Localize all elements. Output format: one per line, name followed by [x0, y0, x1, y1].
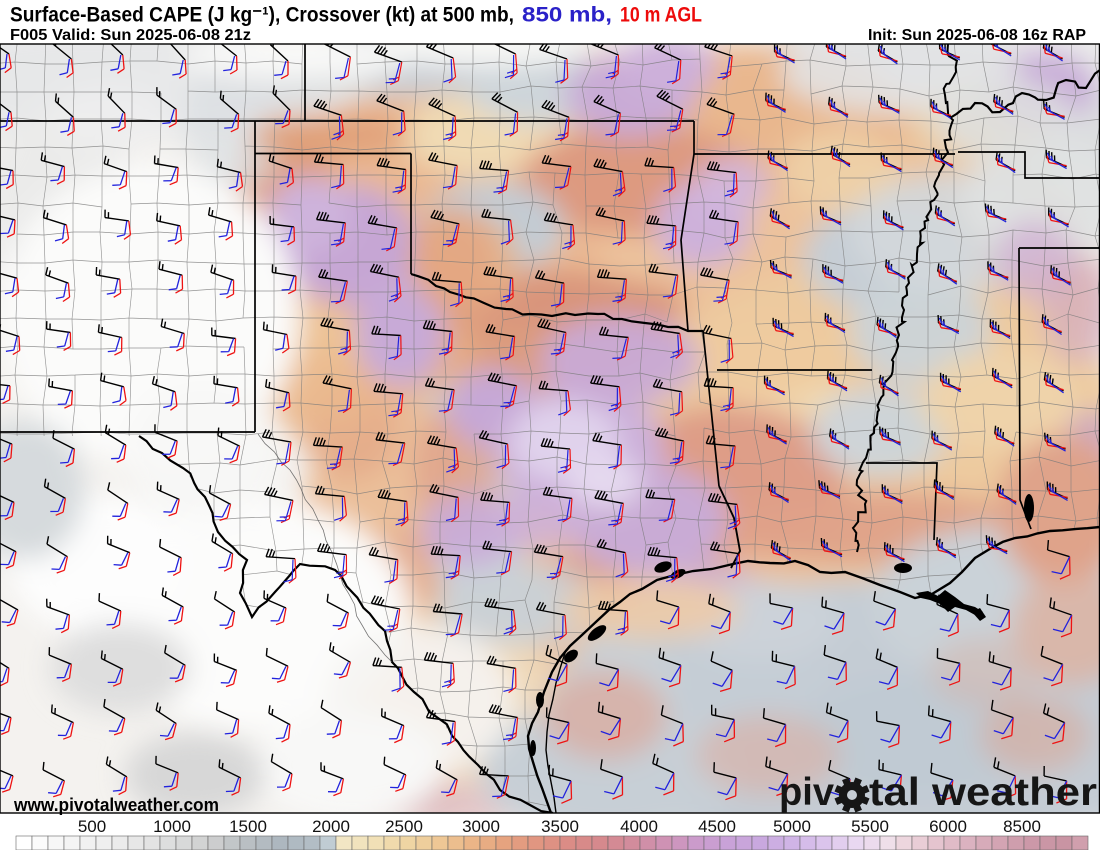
svg-text:piv: piv	[779, 771, 834, 814]
svg-text:www.pivotalweather.com: www.pivotalweather.com	[13, 795, 219, 815]
svg-text:4000: 4000	[620, 817, 658, 836]
svg-text:2500: 2500	[385, 817, 423, 836]
svg-text:1500: 1500	[229, 817, 267, 836]
svg-text:tal weather: tal weather	[869, 771, 1097, 814]
svg-text:4500: 4500	[698, 817, 736, 836]
svg-text:3000: 3000	[462, 817, 500, 836]
svg-text:5500: 5500	[851, 817, 889, 836]
svg-text:Init: Sun 2025-06-08 16z RAP: Init: Sun 2025-06-08 16z RAP	[868, 27, 1086, 44]
svg-text:F005 Valid: Sun 2025-06-08 21z: F005 Valid: Sun 2025-06-08 21z	[10, 27, 251, 44]
svg-text:1000: 1000	[153, 817, 191, 836]
svg-text:5000: 5000	[773, 817, 811, 836]
svg-text:8500: 8500	[1003, 817, 1041, 836]
svg-text:6000: 6000	[929, 817, 967, 836]
svg-text:Surface-Based CAPE (J kg⁻¹), C: Surface-Based CAPE (J kg⁻¹), Crossover (…	[10, 4, 702, 27]
svg-text:500: 500	[78, 817, 106, 836]
svg-text:2000: 2000	[312, 817, 350, 836]
svg-text:3500: 3500	[541, 817, 579, 836]
